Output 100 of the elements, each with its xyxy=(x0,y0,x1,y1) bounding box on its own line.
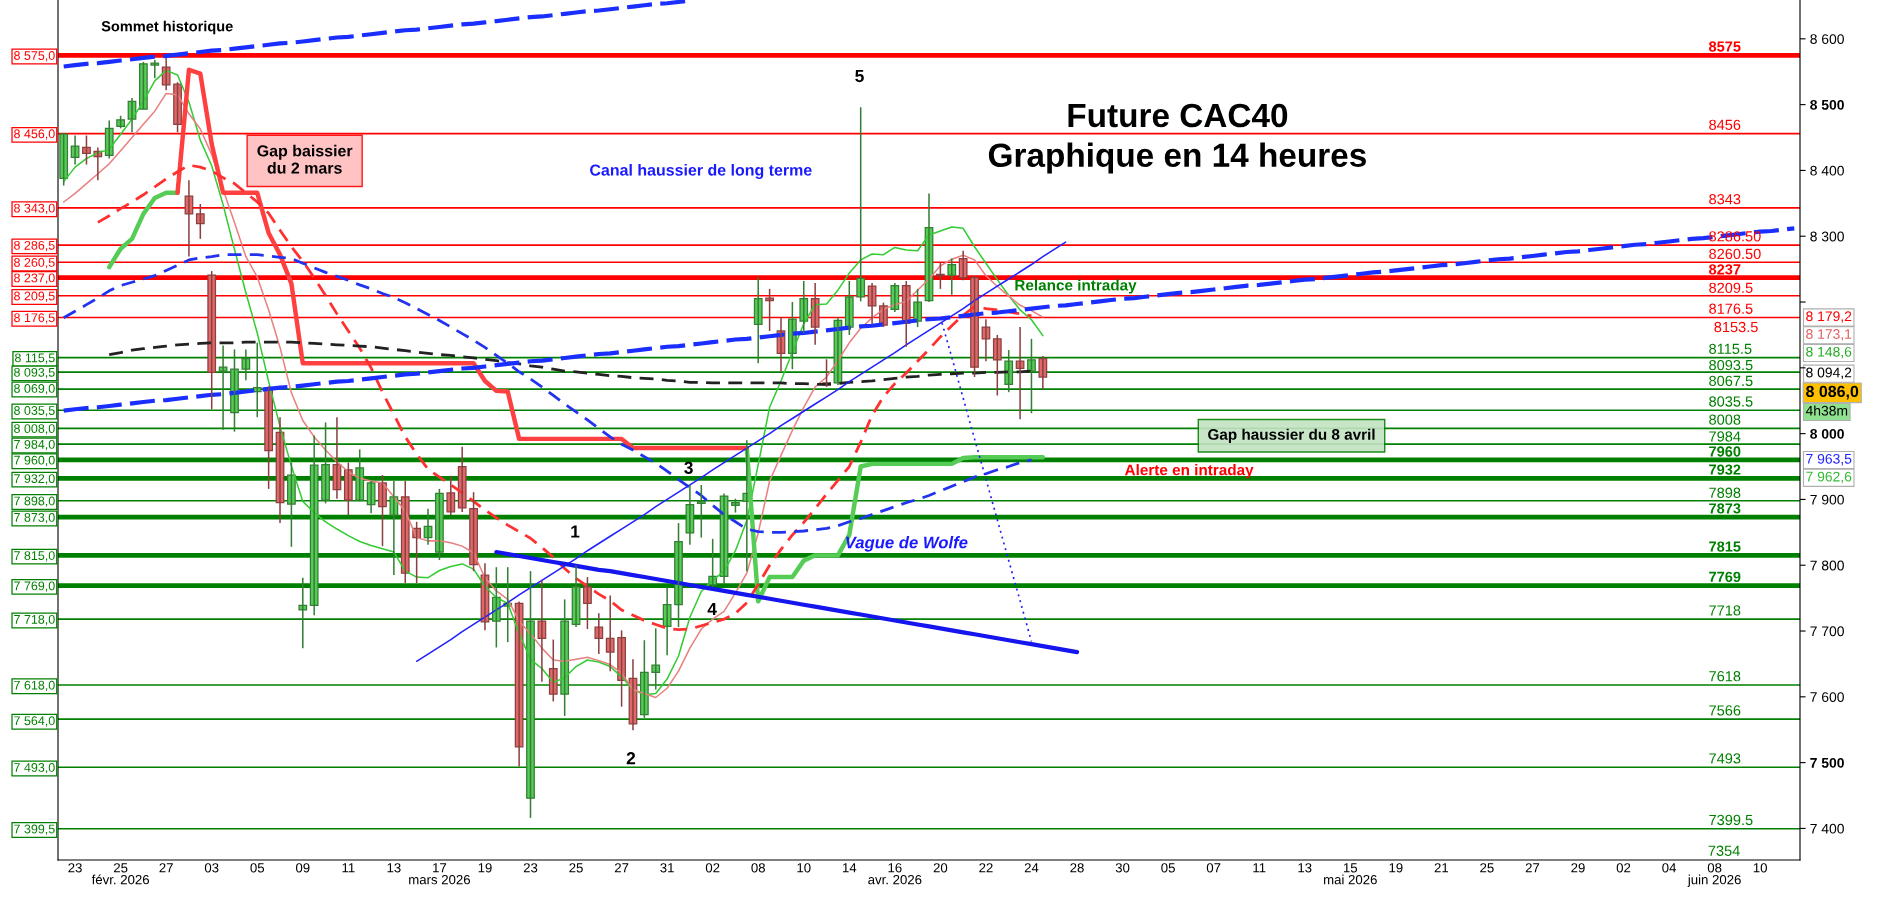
text: Graphique en 14 heures xyxy=(988,142,1366,174)
y-tick-label: 8 035,5 xyxy=(14,406,55,417)
x-tick-label: 21 xyxy=(1434,863,1449,873)
text: 7 963,5 xyxy=(1806,453,1852,466)
x-tick-label: 05 xyxy=(1161,863,1175,873)
y-tick-label: 8 209,5 xyxy=(14,291,55,302)
ref-line-label: 7873 xyxy=(1709,503,1741,514)
text: 8 094,2 xyxy=(1806,367,1852,380)
ref-line-label: 8008 xyxy=(1709,414,1741,425)
ref-line-label: 7815 xyxy=(1709,541,1741,552)
y2-tick-label: 8 500 xyxy=(1810,99,1844,110)
x-tick-label: 25 xyxy=(569,863,583,873)
text: Future CAC40 xyxy=(1068,103,1288,128)
ref-line-label: 8209.5 xyxy=(1709,282,1753,293)
text: 7 962,6 xyxy=(1806,471,1852,484)
y-tick-label: 8 575,0 xyxy=(14,51,55,62)
y2-tick-label: 8 600 xyxy=(1810,34,1844,44)
x-tick-label: 27 xyxy=(614,863,629,873)
annotation: 5 xyxy=(855,70,864,83)
x-tick-label: 24 xyxy=(1024,863,1039,873)
y-tick-label: 8 260,5 xyxy=(14,258,55,269)
y2-tick-label: 8 400 xyxy=(1810,165,1844,176)
x-tick-label: 31 xyxy=(660,863,674,873)
y-tick-label: 7 769,0 xyxy=(14,581,55,592)
x-tick-label: 25 févr. 2026 xyxy=(91,863,150,885)
text: 8 086,0 xyxy=(1806,385,1859,400)
annotation: 4 xyxy=(707,603,717,615)
x-tick-label: 16 avr. 2026 xyxy=(868,863,922,885)
y-tick-label: 7 873,0 xyxy=(14,512,55,524)
y2-tick-label: 7 600 xyxy=(1810,692,1844,702)
ref-line-label: 7984 xyxy=(1709,431,1741,442)
ref-line-label: 7566 xyxy=(1709,705,1741,716)
ref-line-label: 8176.5 xyxy=(1709,303,1753,314)
x-tick-label: 07 xyxy=(1206,863,1221,873)
text: 8 173,1 xyxy=(1806,329,1852,341)
y2-tick-label: 7 500 xyxy=(1810,757,1844,768)
x-tick-label: 20 xyxy=(933,863,948,873)
ref-line-label: 8575 xyxy=(1709,41,1741,52)
x-tick-label: 25 xyxy=(1480,863,1494,873)
x-tick-label: 27 xyxy=(1525,863,1540,873)
text: 4h38m xyxy=(1805,405,1848,416)
x-tick-label: 02 xyxy=(705,863,720,873)
x-tick-label: 23 xyxy=(68,863,82,873)
y-tick-label: 7 564,0 xyxy=(14,716,55,727)
x-tick-label: 02 xyxy=(1616,863,1631,873)
annotation: Gap haussier du 8 avril xyxy=(1208,428,1375,443)
annotation: Sommet historique xyxy=(101,20,233,35)
y2-tick-label: 7 400 xyxy=(1810,823,1844,834)
x-tick-label: 15 mai 2026 xyxy=(1324,863,1377,885)
y2-tick-label: 7 900 xyxy=(1810,494,1844,505)
text: 8 179,2 xyxy=(1806,311,1852,323)
x-tick-label: 03 xyxy=(204,863,219,873)
annotation: Relance intraday xyxy=(1015,279,1137,294)
y2-tick-label: 7 700 xyxy=(1810,626,1844,637)
y-tick-label: 7 984,0 xyxy=(14,439,55,451)
y2-tick-label: 8 300 xyxy=(1810,231,1844,242)
ref-line-label: 8093.5 xyxy=(1709,359,1753,371)
annotation: 2 xyxy=(626,752,636,765)
x-tick-label: 13 xyxy=(1298,863,1312,873)
ref-line-label: 8115.5 xyxy=(1709,343,1752,355)
x-tick-label: 13 xyxy=(387,863,401,873)
y-tick-label: 7 932,0 xyxy=(14,474,55,485)
x-tick-label: 22 xyxy=(979,863,993,873)
ref-line-label: 7718 xyxy=(1709,605,1741,616)
x-tick-label: 29 xyxy=(1571,863,1585,873)
y-tick-label: 7 815,0 xyxy=(14,551,55,562)
y-tick-label: 8 008,0 xyxy=(14,424,55,435)
ref-line-label: 7769 xyxy=(1709,571,1741,583)
x-tick-label: 30 xyxy=(1115,863,1130,873)
annotation: Vague de Wolfe xyxy=(846,536,968,552)
y-tick-label: 8 069,0 xyxy=(14,384,55,395)
ref-line-label: 8067.5 xyxy=(1709,375,1753,387)
x-tick-label: 19 xyxy=(1389,863,1403,873)
ref-line-label: 7932 xyxy=(1709,464,1741,475)
annotation: Canal haussier de long terme xyxy=(590,164,812,179)
x-tick-label: 09 xyxy=(295,863,310,873)
y-tick-label: 8 343,0 xyxy=(14,203,55,215)
x-tick-label: 27 xyxy=(159,863,173,873)
x-tick-label: 05 xyxy=(250,863,265,873)
y-tick-label: 7 898,0 xyxy=(14,496,55,507)
y2-tick-label: 7 800 xyxy=(1810,560,1844,571)
annotation: 1 xyxy=(571,525,580,538)
ref-line-label: 7399.5 xyxy=(1709,814,1753,826)
y-tick-label: 8 286,5 xyxy=(14,240,55,252)
y-tick-label: 7 399,5 xyxy=(14,824,55,835)
ref-line-label: 7898 xyxy=(1709,487,1741,498)
y-tick-label: 7 493,0 xyxy=(14,763,55,774)
ref-line-label: 8343 xyxy=(1709,193,1741,205)
x-tick-label: 28 xyxy=(1070,863,1084,873)
y-tick-label: 8 115,5 xyxy=(14,353,55,364)
annotation: 3 xyxy=(684,461,693,474)
y-tick-label: 7 718,0 xyxy=(14,614,55,626)
y-tick-label: 8 237,0 xyxy=(14,273,55,284)
ref-line-label: 7960 xyxy=(1709,446,1741,457)
x-tick-label: 10 xyxy=(1753,863,1767,873)
text: 8 148,6 xyxy=(1806,346,1852,359)
annotation: Gap baissier du 2 mars xyxy=(257,144,353,174)
y-tick-label: 8 176,5 xyxy=(14,313,55,324)
annotation: Alerte en intraday xyxy=(1124,464,1254,479)
x-tick-label: 10 xyxy=(797,863,811,873)
